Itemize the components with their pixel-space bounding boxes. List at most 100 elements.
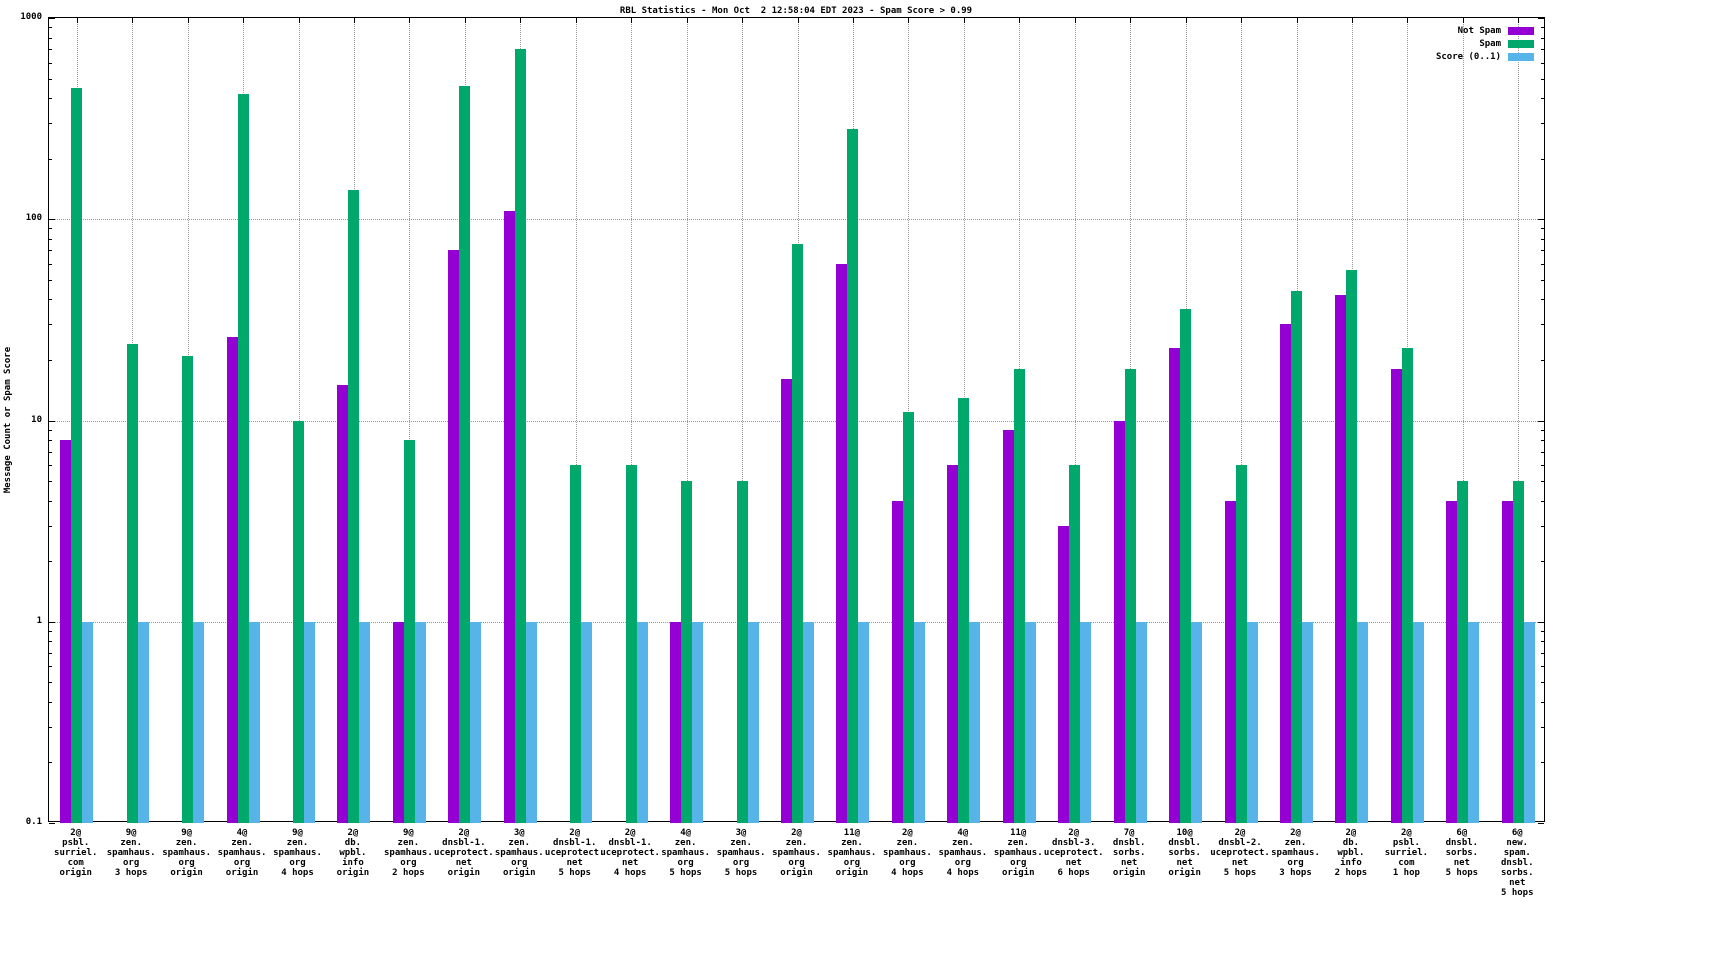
bar-spam (1457, 481, 1469, 823)
y-tick-minor (49, 49, 52, 51)
x-tick (1407, 18, 1409, 23)
y-tick-minor (1541, 481, 1544, 483)
bar-spam (570, 465, 582, 823)
bar-not-spam (1501, 500, 1513, 823)
y-tick-major (49, 823, 55, 824)
v-gridline (1241, 18, 1243, 821)
y-tick-minor (49, 451, 52, 453)
x-category-label: 11@ zen. spamhaus. org origin (827, 828, 877, 878)
y-tick-label: 0.1 (25, 817, 42, 827)
bar-not-spam (1390, 369, 1402, 823)
x-tick (1074, 18, 1076, 23)
y-tick-minor (1541, 630, 1544, 632)
y-tick-minor (1541, 726, 1544, 728)
x-category-label: 6@ dnsbl. sorbs. net 5 hops (1445, 828, 1479, 878)
x-category-label: 2@ zen. spamhaus. org 4 hops (882, 828, 932, 878)
legend-item-spam: Spam (1479, 39, 1534, 49)
bar-spam (348, 189, 360, 823)
x-tick (852, 18, 854, 23)
bar-score-0-1- (1468, 621, 1480, 823)
y-tick-major (1538, 18, 1544, 19)
bar-score-0-1- (1412, 621, 1424, 823)
x-category-label: 4@ zen. spamhaus. org 4 hops (938, 828, 988, 878)
y-tick-minor (49, 630, 52, 632)
x-tick (742, 18, 744, 23)
x-tick (797, 18, 799, 23)
x-category-label: 2@ dnsbl-3. uceprotect. net 6 hops (1043, 828, 1104, 878)
bar-score-0-1- (969, 621, 981, 823)
bar-spam (681, 481, 693, 823)
y-tick-minor (49, 250, 52, 252)
bar-not-spam (1335, 295, 1347, 823)
y-tick-minor (1541, 465, 1544, 467)
x-tick (1462, 18, 1464, 23)
x-category-label: 4@ zen. spamhaus. org origin (217, 828, 267, 878)
y-tick-label: 1000 (20, 12, 42, 22)
bar-score-0-1- (1191, 621, 1203, 823)
bar-spam (1180, 308, 1192, 823)
bar-spam (237, 93, 249, 823)
bar-score-0-1- (1246, 621, 1258, 823)
y-tick-major (49, 420, 55, 422)
y-tick-minor (1541, 263, 1544, 265)
y-tick-minor (1541, 158, 1544, 160)
x-category-label: 9@ zen. spamhaus. org 3 hops (106, 828, 156, 878)
legend: Not Spam Spam Score (0..1) (1436, 26, 1534, 62)
legend-swatch-spam (1508, 39, 1534, 48)
x-tick (631, 18, 633, 23)
x-tick (1351, 18, 1353, 23)
y-tick-minor (49, 62, 52, 64)
bar-score-0-1- (248, 621, 260, 823)
bar-spam (1069, 465, 1081, 823)
y-tick-minor (1541, 27, 1544, 29)
y-tick-minor (49, 37, 52, 39)
bar-score-0-1- (137, 621, 149, 823)
y-tick-minor (49, 481, 52, 483)
bar-score-0-1- (858, 621, 870, 823)
x-tick (353, 18, 355, 23)
bar-not-spam (1446, 500, 1458, 823)
y-tick-minor (1541, 762, 1544, 764)
x-tick (1296, 18, 1298, 23)
bar-spam (625, 465, 637, 823)
bar-not-spam (781, 379, 792, 823)
y-tick-minor (49, 666, 52, 668)
x-category-label: 11@ zen. spamhaus. org origin (993, 828, 1043, 878)
bar-not-spam (226, 336, 238, 823)
bar-score-0-1- (1024, 621, 1036, 823)
bar-score-0-1- (470, 621, 482, 823)
bar-score-0-1- (692, 621, 704, 823)
x-category-label: 6@ new. spam. dnsbl. sorbs. net 5 hops (1501, 828, 1534, 898)
v-gridline (1462, 18, 1464, 821)
bar-spam (403, 440, 415, 823)
y-tick-minor (49, 762, 52, 764)
chart-title: RBL Statistics - Mon Oct 2 12:58:04 EDT … (619, 6, 973, 16)
y-tick-minor (1541, 62, 1544, 64)
bar-spam (1291, 291, 1302, 823)
y-tick-minor (1541, 49, 1544, 51)
bar-spam (792, 244, 803, 823)
bar-score-0-1- (359, 621, 371, 823)
bar-score-0-1- (581, 621, 593, 823)
bar-not-spam (60, 440, 72, 823)
y-tick-minor (49, 279, 52, 281)
y-tick-minor (49, 359, 52, 361)
y-tick-label: 10 (31, 414, 42, 425)
y-tick-minor (1541, 359, 1544, 361)
bar-not-spam (337, 385, 349, 823)
bar-score-0-1- (414, 621, 426, 823)
y-tick-minor (49, 78, 52, 80)
y-tick-minor (49, 123, 52, 125)
x-category-label: 3@ zen. spamhaus. org 5 hops (716, 828, 766, 878)
y-tick-minor (49, 238, 52, 240)
x-tick (187, 18, 189, 23)
bar-score-0-1- (1080, 621, 1092, 823)
x-category-label: 2@ db. wpbl. info 2 hops (1334, 828, 1368, 878)
y-tick-major (1538, 621, 1544, 623)
bar-not-spam (1058, 525, 1070, 823)
y-tick-minor (49, 500, 52, 502)
y-tick-minor (49, 641, 52, 643)
legend-item-not-spam: Not Spam (1458, 26, 1534, 36)
x-tick (575, 18, 577, 23)
x-tick (298, 18, 300, 23)
